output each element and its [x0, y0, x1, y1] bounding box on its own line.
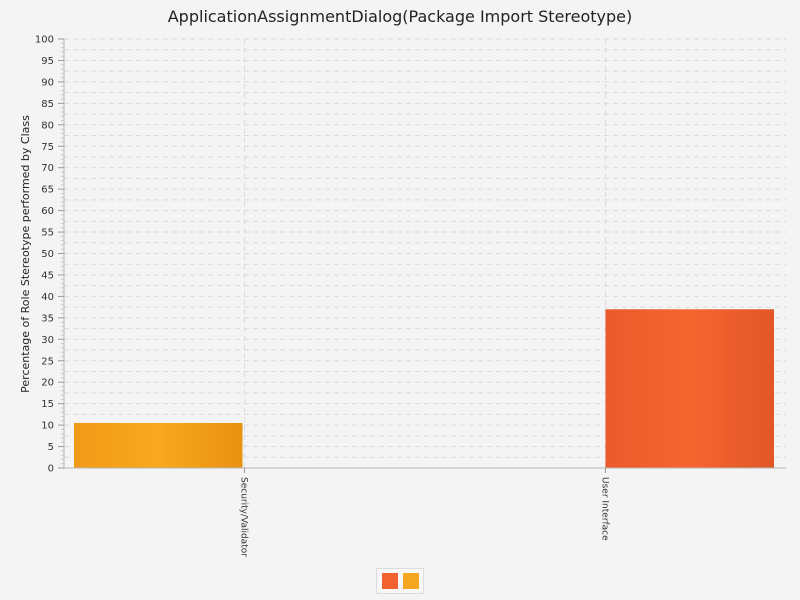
y-tick-label: 75 — [41, 142, 54, 153]
legend — [376, 568, 424, 594]
y-tick-label: 40 — [41, 292, 54, 303]
y-axis-title: Percentage of Role Stereotype performed … — [19, 115, 32, 393]
y-tick-label: 85 — [41, 99, 54, 110]
y-tick-label: 45 — [41, 270, 54, 281]
y-tick-label: 60 — [41, 206, 54, 217]
y-tick-label: 20 — [41, 378, 54, 389]
y-tick-label: 55 — [41, 228, 54, 239]
bar — [74, 422, 243, 468]
y-tick-label: 5 — [48, 442, 54, 453]
y-tick-label: 0 — [48, 464, 54, 475]
y-tick-label: 30 — [41, 335, 54, 346]
chart-title: ApplicationAssignmentDialog(Package Impo… — [167, 7, 633, 26]
y-tick-label: 100 — [35, 35, 54, 46]
legend-swatch — [402, 573, 419, 589]
x-category-label: User Interface — [600, 477, 610, 541]
y-tick-label: 95 — [41, 56, 54, 67]
y-tick-label: 50 — [41, 249, 54, 260]
axes — [58, 38, 786, 473]
bar — [605, 309, 774, 468]
axis-labels: 0 5 10 15 20 25 30 35 40 45 50 55 60 65 70 75 80 85 90 95 10… — [35, 35, 610, 558]
x-category-label: Security/Validator — [239, 477, 249, 557]
y-tick-label: 70 — [41, 163, 54, 174]
y-tick-label: 10 — [41, 421, 54, 432]
y-tick-label: 15 — [41, 399, 54, 410]
y-tick-label: 65 — [41, 185, 54, 196]
y-tick-label: 25 — [41, 356, 54, 367]
grid-lines — [64, 38, 786, 468]
bars — [74, 309, 774, 468]
legend-swatch — [381, 573, 398, 589]
y-tick-label: 35 — [41, 313, 54, 324]
y-tick-label: 80 — [41, 120, 54, 131]
y-tick-label: 90 — [41, 77, 54, 88]
